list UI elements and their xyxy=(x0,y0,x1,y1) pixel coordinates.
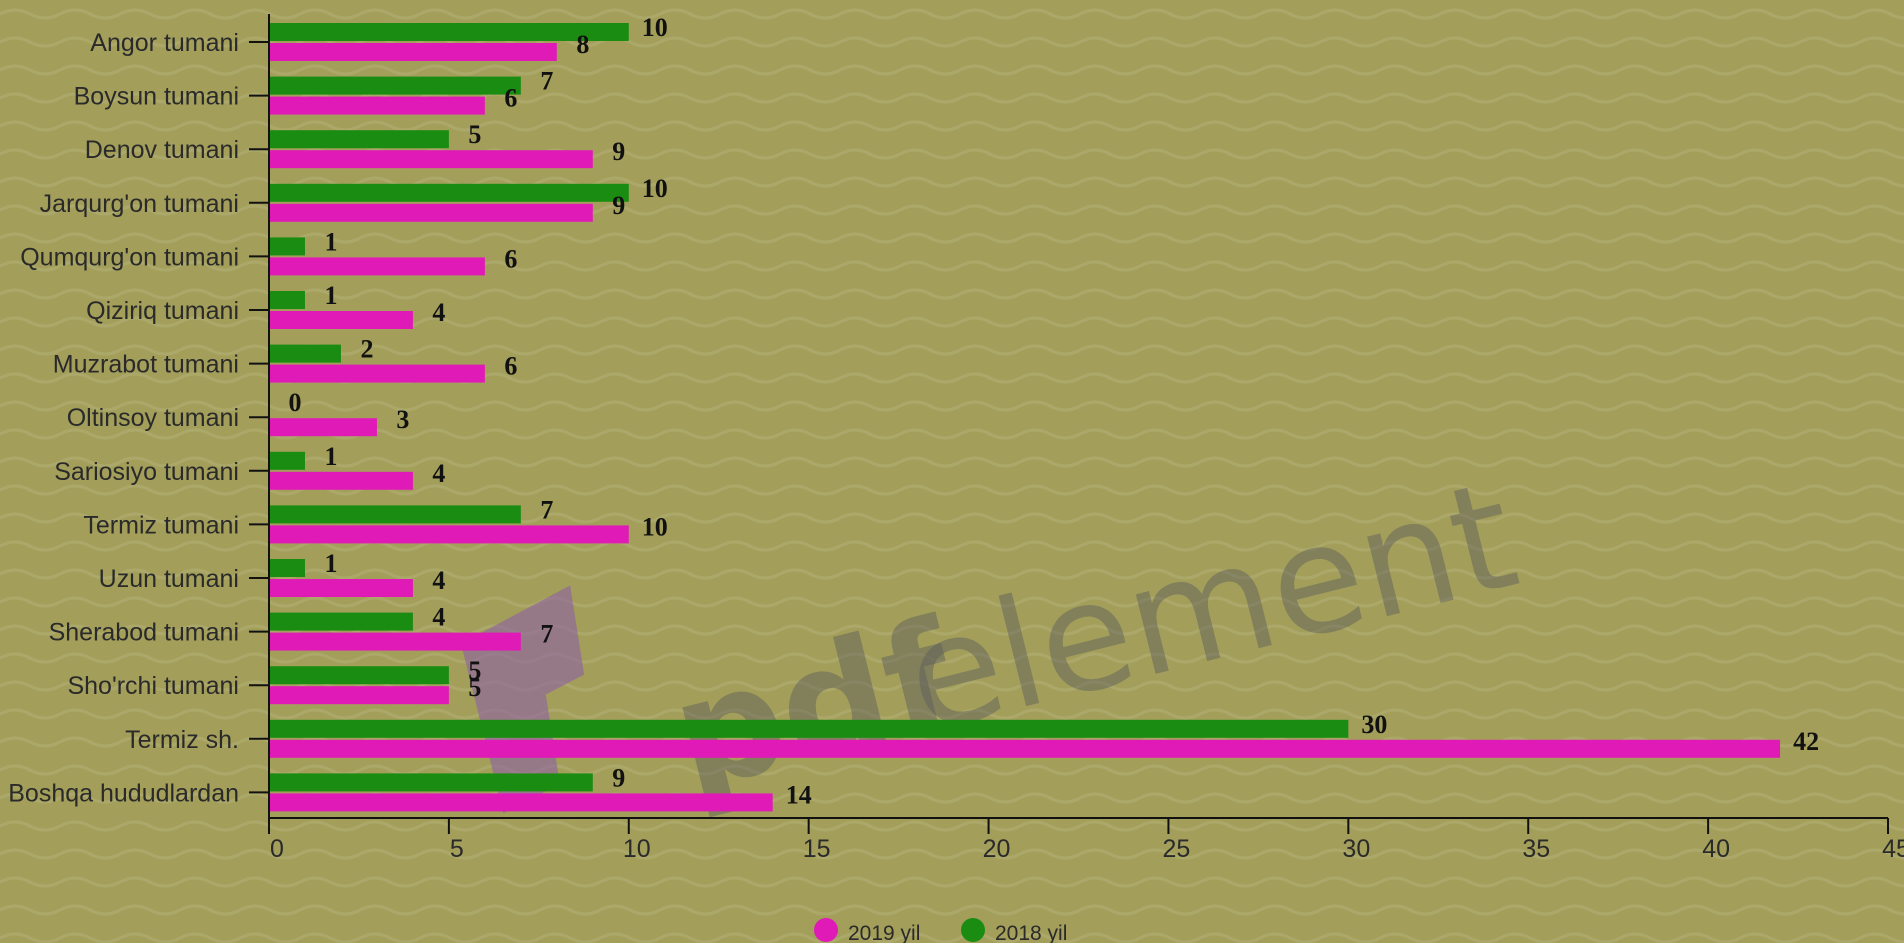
bar-2019[interactable] xyxy=(269,364,485,383)
category-label: Jarqurg'on tumani xyxy=(40,190,239,218)
bar-2018[interactable] xyxy=(269,612,413,631)
data-label-2018: 10 xyxy=(642,174,668,203)
bar-2019[interactable] xyxy=(269,686,449,705)
data-label-2018: 9 xyxy=(612,763,625,792)
bar-2019[interactable] xyxy=(269,632,521,651)
data-label-2019: 7 xyxy=(540,620,553,649)
x-tick-label: 45 xyxy=(1882,835,1904,863)
category-label: Uzun tumani xyxy=(99,565,239,593)
x-tick-label: 0 xyxy=(270,835,284,863)
x-tick-label: 35 xyxy=(1522,835,1550,863)
category-label: Oltinsoy tumani xyxy=(67,404,239,432)
x-tick-label: 25 xyxy=(1163,835,1191,863)
bar-2018[interactable] xyxy=(269,505,521,524)
category-label: Angor tumani xyxy=(90,29,239,57)
category-label: Sariosiyo tumani xyxy=(54,458,239,486)
category-label: Qiziriq tumani xyxy=(86,297,239,325)
data-label-2018: 5 xyxy=(468,656,481,685)
bar-2019[interactable] xyxy=(269,579,413,597)
legend-swatch-2018 xyxy=(961,918,985,942)
data-label-2018: 7 xyxy=(540,495,553,524)
data-label-2018: 30 xyxy=(1361,710,1387,739)
legend: 2019 yil 2018 yil xyxy=(814,918,1067,943)
x-tick-label: 10 xyxy=(623,835,651,863)
category-label: Muzrabot tumani xyxy=(53,351,239,379)
data-label-2019: 9 xyxy=(612,137,625,166)
bar-2018[interactable] xyxy=(269,451,305,470)
x-tick-label: 30 xyxy=(1342,835,1370,863)
axes-layer xyxy=(249,14,1889,834)
data-label-2018: 7 xyxy=(540,67,553,96)
data-label-2018: 1 xyxy=(324,227,337,256)
bar-2018[interactable] xyxy=(269,183,629,202)
data-label-2019: 9 xyxy=(612,191,625,220)
bar-2019[interactable] xyxy=(269,96,485,115)
data-label-2019: 14 xyxy=(786,780,812,809)
bar-2018[interactable] xyxy=(269,344,341,363)
x-tick-labels-layer: 0 5 10 15 20 25 30 35 40 45 xyxy=(270,835,1904,863)
bars-layer xyxy=(269,23,1781,812)
bar-2019[interactable] xyxy=(269,257,485,276)
data-label-2019: 4 xyxy=(432,459,445,488)
category-label: Termiz sh. xyxy=(125,726,239,754)
data-label-2019: 42 xyxy=(1793,727,1819,756)
legend-swatch-2019 xyxy=(814,918,838,942)
bar-2019[interactable] xyxy=(269,150,593,169)
x-tick-label: 20 xyxy=(983,835,1011,863)
legend-item-2018[interactable]: 2018 yil xyxy=(961,918,1067,943)
bar-2018[interactable] xyxy=(269,237,305,256)
legend-label-2019: 2019 yil xyxy=(848,922,920,943)
x-tick-label: 15 xyxy=(803,835,831,863)
bar-2018[interactable] xyxy=(269,23,629,41)
data-label-2019: 4 xyxy=(432,298,445,327)
bar-2019[interactable] xyxy=(269,739,1781,758)
bar-2018[interactable] xyxy=(269,130,449,149)
data-label-2018: 4 xyxy=(432,603,445,632)
bar-2018[interactable] xyxy=(269,773,593,792)
bar-2019[interactable] xyxy=(269,471,413,490)
bar-2019[interactable] xyxy=(269,418,377,437)
data-label-2018: 5 xyxy=(468,120,481,149)
bar-2018[interactable] xyxy=(269,719,1349,738)
data-label-2018: 10 xyxy=(642,13,668,42)
data-label-2018: 1 xyxy=(324,549,337,578)
data-label-2019: 4 xyxy=(432,566,445,595)
category-label: Boysun tumani xyxy=(74,83,239,111)
bar-2018[interactable] xyxy=(269,76,521,95)
data-label-2018: 2 xyxy=(360,335,373,364)
bar-2019[interactable] xyxy=(269,311,413,329)
legend-item-2019[interactable]: 2019 yil xyxy=(814,918,920,943)
bar-2018[interactable] xyxy=(269,291,305,309)
x-tick-label: 40 xyxy=(1702,835,1730,863)
data-label-2019: 8 xyxy=(576,30,589,59)
data-label-2019: 6 xyxy=(504,352,517,381)
data-label-2018: 1 xyxy=(324,442,337,471)
category-label: Sherabod tumani xyxy=(49,619,239,647)
bar-2019[interactable] xyxy=(269,203,593,222)
data-label-2019: 5 xyxy=(468,673,481,702)
data-label-2019: 10 xyxy=(642,512,668,541)
data-label-2019: 6 xyxy=(504,84,517,113)
legend-label-2018: 2018 yil xyxy=(995,922,1067,943)
bar-2019[interactable] xyxy=(269,793,773,812)
bar-2018[interactable] xyxy=(269,559,305,577)
data-label-2019: 6 xyxy=(504,244,517,273)
category-label: Sho'rchi tumani xyxy=(67,672,239,700)
data-label-2019: 3 xyxy=(396,405,409,434)
bar-2019[interactable] xyxy=(269,43,557,61)
category-label: Qumqurg'on tumani xyxy=(20,243,239,271)
x-tick-label: 5 xyxy=(450,835,464,863)
bar-2018[interactable] xyxy=(269,666,449,685)
bar-2019[interactable] xyxy=(269,525,629,544)
data-label-2018: 0 xyxy=(289,388,302,417)
category-label: Boshqa hududlardan xyxy=(8,779,239,807)
category-label: Termiz tumani xyxy=(83,511,239,539)
data-label-2018: 1 xyxy=(324,281,337,310)
category-labels-layer: Angor tumani Boysun tumani Denov tumani Jar… xyxy=(8,29,239,807)
category-label: Denov tumani xyxy=(85,136,239,164)
